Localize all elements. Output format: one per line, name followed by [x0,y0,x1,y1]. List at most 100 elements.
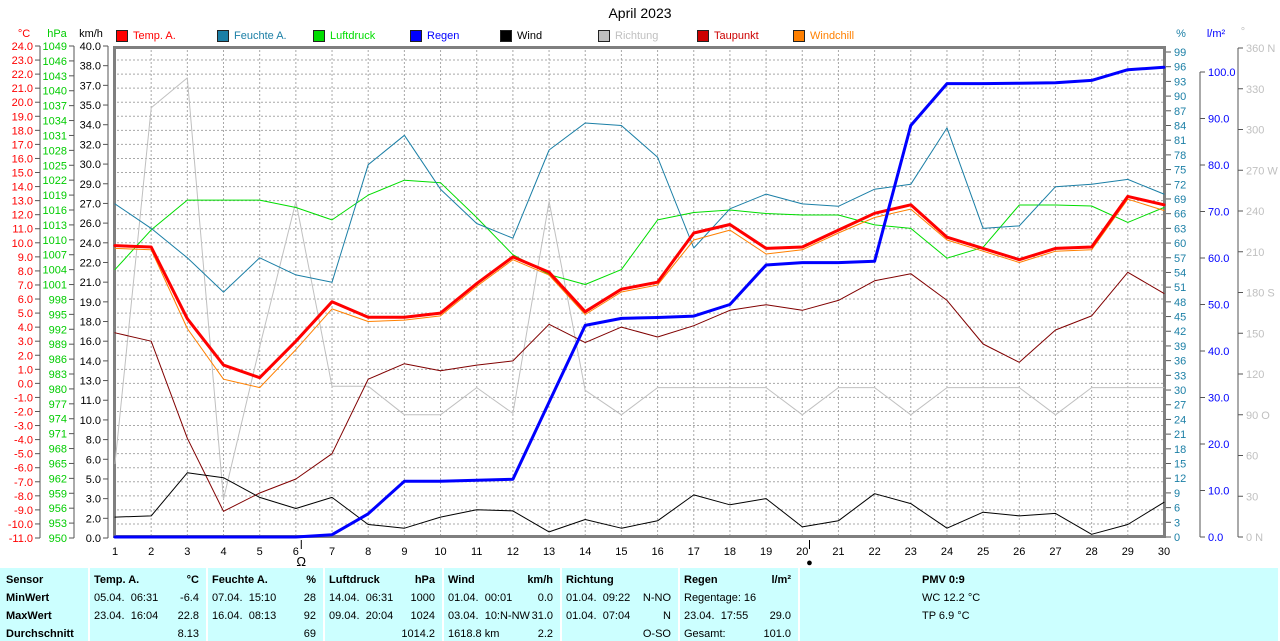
axis-lm2-tick-8: 20.0 [1208,439,1229,451]
axis-temp-tick-17: 7.0 [18,280,33,292]
axis-temp-tick-31: -7.0 [14,477,33,489]
table-separator [798,568,800,641]
axis-pct-tick-20: 39 [1174,341,1186,353]
plot-frame [113,46,1166,538]
summary-cell-feuchte-row0: Feuchte A.% [212,572,316,587]
axis-lm2-tick-6: 40.0 [1208,346,1229,358]
axis-kmh-tick-8: 27.0 [80,198,101,210]
series-line-richtung [114,77,1165,500]
legend-item-taupunkt: Taupunkt [697,29,759,43]
axis-pct-tick-0: 99 [1174,47,1186,59]
summary-cell-value: N [663,609,671,622]
summary-cell-richtung-row1: 01.04. 09:22 N-NO [566,590,671,605]
legend-item-wind: Wind [500,29,542,43]
summary-cell-text: Gesamt: [684,627,726,640]
axis-kmh-tick-2: 37.0 [80,80,101,92]
axis-header-pct: % [1176,28,1186,40]
legend-swatch-feuchte-a [217,30,229,42]
summary-cell-luftdruck-row0: Luftdruck hPa [329,572,435,587]
axis-temp-tick-14: 10.0 [12,238,33,250]
axis-kmh-tick-22: 5.0 [86,474,101,486]
summary-cell-regen-row0: Regen l/m² [684,572,791,587]
summary-cell-value: 22.8 [177,609,199,622]
summary-cell-richtung-row3: O-SO [566,626,671,641]
axis-pct-tick-21: 36 [1174,356,1186,368]
axis-temp-tick-15: 9.0 [18,252,33,264]
summary-cell-wind-row2: 03.04. 10:N-NW 31.0 [448,608,553,623]
axis-temp-tick-29: -5.0 [14,449,33,461]
legend-item-regen: Regen [410,29,459,43]
legend-swatch-luftdruck [313,30,325,42]
summary-cell-regen-row3: Gesamt: 101.0 [684,626,791,641]
axis-hpa-tick-21: 986 [49,354,67,366]
x-label-day-2: 2 [148,546,154,558]
axis-header-hpa: hPa [47,28,67,40]
x-label-day-8: 8 [365,546,371,558]
axis-pct-tick-15: 54 [1174,267,1186,279]
legend-label-wind: Wind [517,30,543,42]
summary-cell-text: 03.04. 10:N-NW [448,609,530,622]
axis-kmh-tick-17: 13.0 [80,376,101,388]
summary-cell-temp-row3: 8.13 [94,626,199,641]
summary-cell-text: Regen [684,573,718,586]
axis-pct-tick-22: 33 [1174,370,1186,382]
x-label-day-15: 15 [615,546,627,558]
x-label-day-25: 25 [977,546,989,558]
axis-hpa-tick-2: 1043 [43,71,67,83]
axis-pct-tick-17: 48 [1174,297,1186,309]
axis-dir-tick-10: 60 [1246,451,1258,463]
axis-pct-tick-1: 96 [1174,62,1186,74]
summary-cell-text: 07.04. 15:10 [212,591,277,604]
axis-lm2-tick-7: 30.0 [1208,393,1229,405]
summary-cell-value: % [306,573,316,586]
legend-label-regen: Regen [427,30,460,42]
axis-kmh-tick-1: 38.0 [80,61,101,73]
axis-hpa-tick-5: 1034 [43,116,67,128]
x-label-day-9: 9 [401,546,407,558]
summary-cell-value: 29.0 [769,609,791,622]
summary-cell-pmv-row1: WC 12.2 °C [922,590,1273,605]
x-label-day-10: 10 [434,546,446,558]
axis-kmh-tick-9: 26.0 [80,218,101,230]
summary-cell-text: Wind [448,573,475,586]
summary-cell-sensor-row0: Sensor [6,572,81,587]
axis-temp-tick-10: 14.0 [12,182,33,194]
legend-swatch-windchill [793,30,805,42]
summary-cell-text: 05.04. 06:31 [94,591,159,604]
summary-cell-value: 1000 [410,591,435,604]
summary-cell-temp-row2: 23.04. 16:04 22.8 [94,608,199,623]
axis-pct-tick-30: 9 [1174,488,1180,500]
axis-kmh-tick-10: 24.0 [80,238,101,250]
axis-hpa-tick-26: 971 [49,429,67,441]
axis-hpa-tick-30: 959 [49,488,67,500]
axis-header-kmh: km/h [79,28,103,40]
axis-temp-tick-11: 13.0 [12,196,33,208]
axis-kmh-tick-0: 40.0 [80,41,101,53]
axis-pct-tick-31: 6 [1174,503,1180,515]
axis-kmh-tick-25: 0.0 [86,533,101,545]
summary-cell-wind-row1: 01.04. 00:01 0.0 [448,590,553,605]
axis-temp-tick-27: -3.0 [14,421,33,433]
x-label-day-14: 14 [579,546,591,558]
axis-hpa-tick-22: 983 [49,369,67,381]
summary-cell-text: 01.04. 00:01 [448,591,513,604]
axis-kmh-tick-6: 30.0 [80,159,101,171]
summary-cell-value: 8.13 [177,627,199,640]
axis-temp-tick-12: 12.0 [12,210,33,222]
axis-dir-tick-11: 30 [1246,491,1258,503]
axis-temp-tick-2: 22.0 [12,69,33,81]
axis-dir-tick-9: 90 O [1246,410,1270,422]
summary-cell-regen-row2: 23.04. 17:55 29.0 [684,608,791,623]
axis-temp-tick-6: 18.0 [12,125,33,137]
axis-temp-tick-28: -4.0 [14,435,33,447]
axis-temp-tick-21: 3.0 [18,336,33,348]
legend-label-temp-a: Temp. A. [133,30,176,42]
axis-lm2-tick-2: 80.0 [1208,160,1229,172]
x-label-day-1: 1 [112,546,118,558]
axis-pct-tick-26: 21 [1174,429,1186,441]
summary-cell-richtung-row0: Richtung [566,572,671,587]
axis-hpa-tick-1: 1046 [43,56,67,68]
summary-cell-text: Feuchte A. [212,573,268,586]
full-moon-marker: Ω [296,554,306,568]
axis-dir-tick-4: 240 [1246,206,1264,218]
